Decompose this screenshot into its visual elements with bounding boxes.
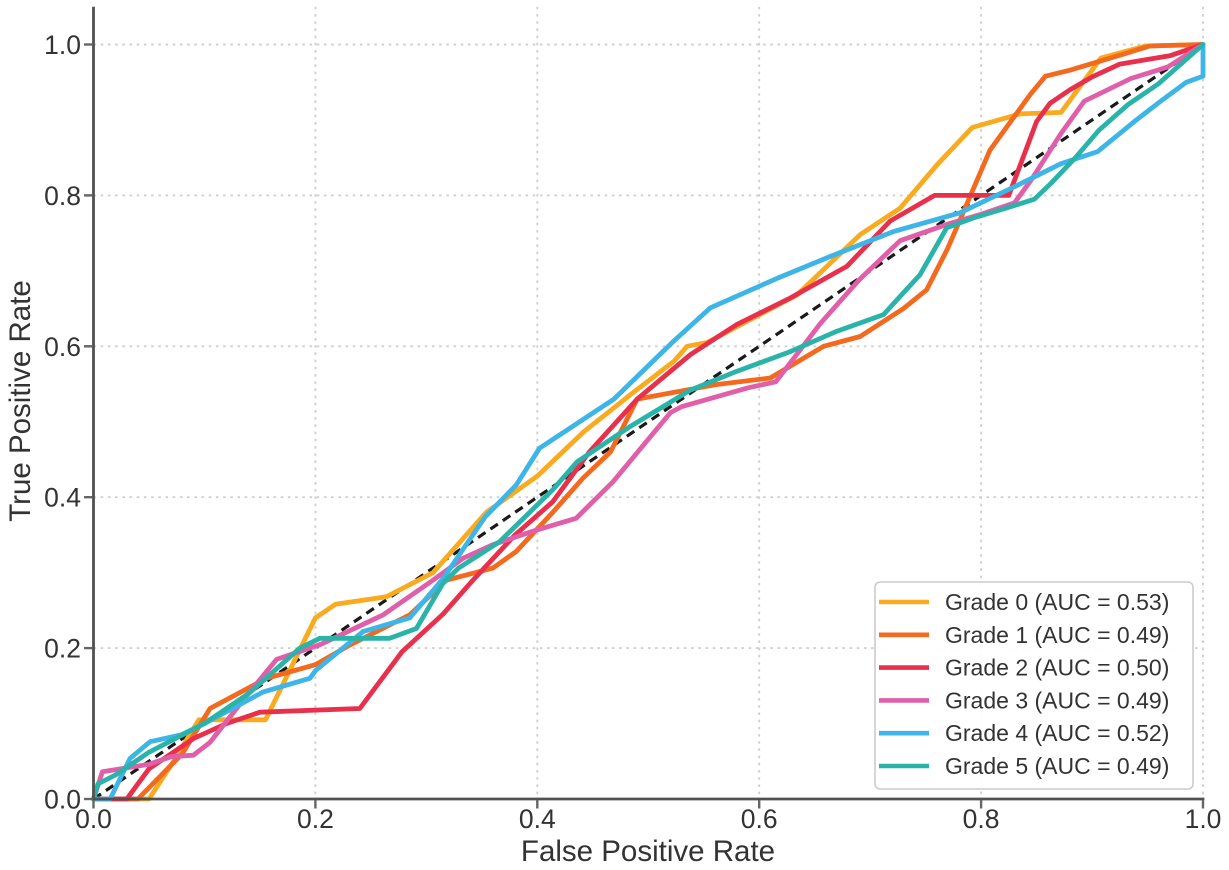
svg-text:0.4: 0.4 — [519, 804, 556, 834]
svg-text:0.4: 0.4 — [44, 483, 81, 513]
svg-text:Grade 0 (AUC = 0.53): Grade 0 (AUC = 0.53) — [945, 589, 1169, 615]
svg-text:Grade 4 (AUC = 0.52): Grade 4 (AUC = 0.52) — [945, 720, 1169, 746]
svg-text:0.8: 0.8 — [44, 181, 81, 211]
svg-text:0.0: 0.0 — [44, 785, 81, 815]
svg-text:0.2: 0.2 — [44, 634, 81, 664]
svg-text:False Positive Rate: False Positive Rate — [521, 835, 775, 868]
svg-text:Grade 5 (AUC = 0.49): Grade 5 (AUC = 0.49) — [945, 753, 1169, 779]
svg-text:0.6: 0.6 — [741, 804, 778, 834]
svg-text:0.6: 0.6 — [44, 332, 81, 362]
svg-text:Grade 3 (AUC = 0.49): Grade 3 (AUC = 0.49) — [945, 687, 1169, 713]
svg-text:0.0: 0.0 — [75, 804, 112, 834]
svg-text:1.0: 1.0 — [1185, 804, 1222, 834]
svg-text:Grade 1 (AUC = 0.49): Grade 1 (AUC = 0.49) — [945, 622, 1169, 648]
svg-text:0.2: 0.2 — [297, 804, 334, 834]
svg-text:True Positive Rate: True Positive Rate — [4, 280, 37, 522]
svg-text:Grade 2 (AUC = 0.50): Grade 2 (AUC = 0.50) — [945, 655, 1169, 681]
svg-text:1.0: 1.0 — [44, 30, 81, 60]
svg-text:0.8: 0.8 — [963, 804, 1000, 834]
